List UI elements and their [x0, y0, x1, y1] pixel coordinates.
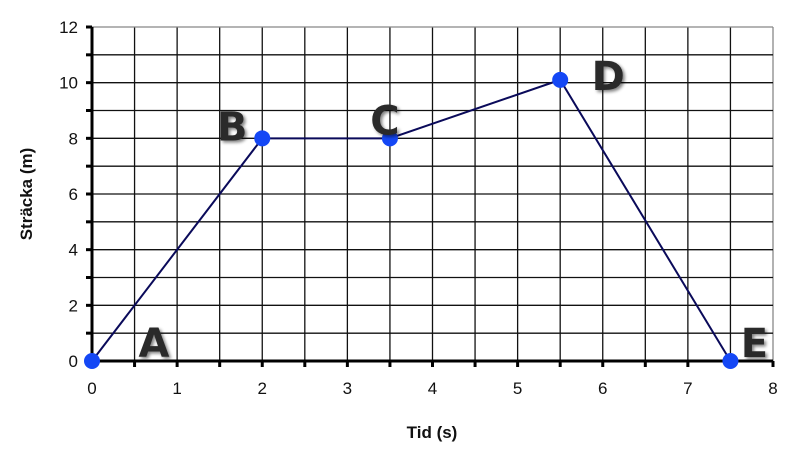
x-tick-label: 8: [768, 379, 777, 398]
point-label-c: C: [370, 98, 399, 144]
y-tick-label: 12: [59, 18, 78, 37]
y-tick-label: 8: [69, 129, 78, 148]
data-point-b: [254, 130, 271, 147]
y-tick-label: 4: [69, 241, 78, 260]
data-point-e: [722, 353, 739, 369]
x-tick-label: 7: [683, 379, 692, 398]
x-tick-label: 1: [172, 379, 181, 398]
x-tick-label: 0: [87, 379, 96, 398]
axes: [86, 25, 775, 367]
x-tick-label: 6: [598, 379, 607, 398]
grid: [91, 26, 774, 362]
point-label-d: D: [592, 54, 625, 100]
point-label-a: A: [139, 321, 170, 367]
point-label-e: E: [741, 321, 768, 367]
y-axis-label: Sträcka (m): [17, 148, 36, 241]
x-tick-label: 3: [343, 379, 352, 398]
data-point-d: [552, 71, 569, 88]
series-line: [91, 78, 732, 362]
point-label-b: B: [217, 104, 248, 150]
y-tick-label: 10: [59, 74, 78, 93]
x-tick-label: 2: [258, 379, 267, 398]
y-tick-label: 6: [69, 185, 78, 204]
y-tick-label: 2: [69, 296, 78, 315]
y-tick-label: 0: [69, 352, 78, 371]
x-axis-label: Tid (s): [407, 423, 458, 442]
x-tick-label: 5: [513, 379, 522, 398]
series: A B C D E: [84, 54, 768, 369]
data-point-c: [381, 130, 398, 147]
data-point-a: [84, 353, 100, 369]
x-tick-label: 4: [428, 379, 437, 398]
